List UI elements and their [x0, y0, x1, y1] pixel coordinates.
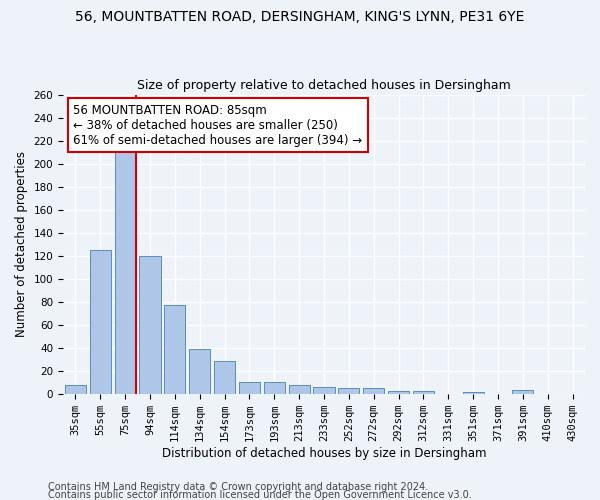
- Bar: [115, 143, 136, 394]
- Bar: [289, 385, 310, 394]
- Bar: [65, 385, 86, 394]
- Text: Contains public sector information licensed under the Open Government Licence v3: Contains public sector information licen…: [48, 490, 472, 500]
- Y-axis label: Number of detached properties: Number of detached properties: [15, 152, 28, 338]
- Bar: [388, 391, 409, 394]
- X-axis label: Distribution of detached houses by size in Dersingham: Distribution of detached houses by size …: [162, 447, 486, 460]
- Bar: [363, 388, 384, 394]
- Bar: [338, 388, 359, 394]
- Bar: [90, 250, 111, 394]
- Bar: [512, 390, 533, 394]
- Bar: [264, 382, 285, 394]
- Bar: [239, 382, 260, 394]
- Bar: [139, 256, 161, 394]
- Text: 56, MOUNTBATTEN ROAD, DERSINGHAM, KING'S LYNN, PE31 6YE: 56, MOUNTBATTEN ROAD, DERSINGHAM, KING'S…: [76, 10, 524, 24]
- Title: Size of property relative to detached houses in Dersingham: Size of property relative to detached ho…: [137, 79, 511, 92]
- Bar: [413, 391, 434, 394]
- Bar: [313, 388, 335, 394]
- Bar: [463, 392, 484, 394]
- Bar: [189, 350, 210, 394]
- Bar: [164, 306, 185, 394]
- Bar: [214, 361, 235, 394]
- Text: Contains HM Land Registry data © Crown copyright and database right 2024.: Contains HM Land Registry data © Crown c…: [48, 482, 428, 492]
- Text: 56 MOUNTBATTEN ROAD: 85sqm
← 38% of detached houses are smaller (250)
61% of sem: 56 MOUNTBATTEN ROAD: 85sqm ← 38% of deta…: [73, 104, 362, 146]
